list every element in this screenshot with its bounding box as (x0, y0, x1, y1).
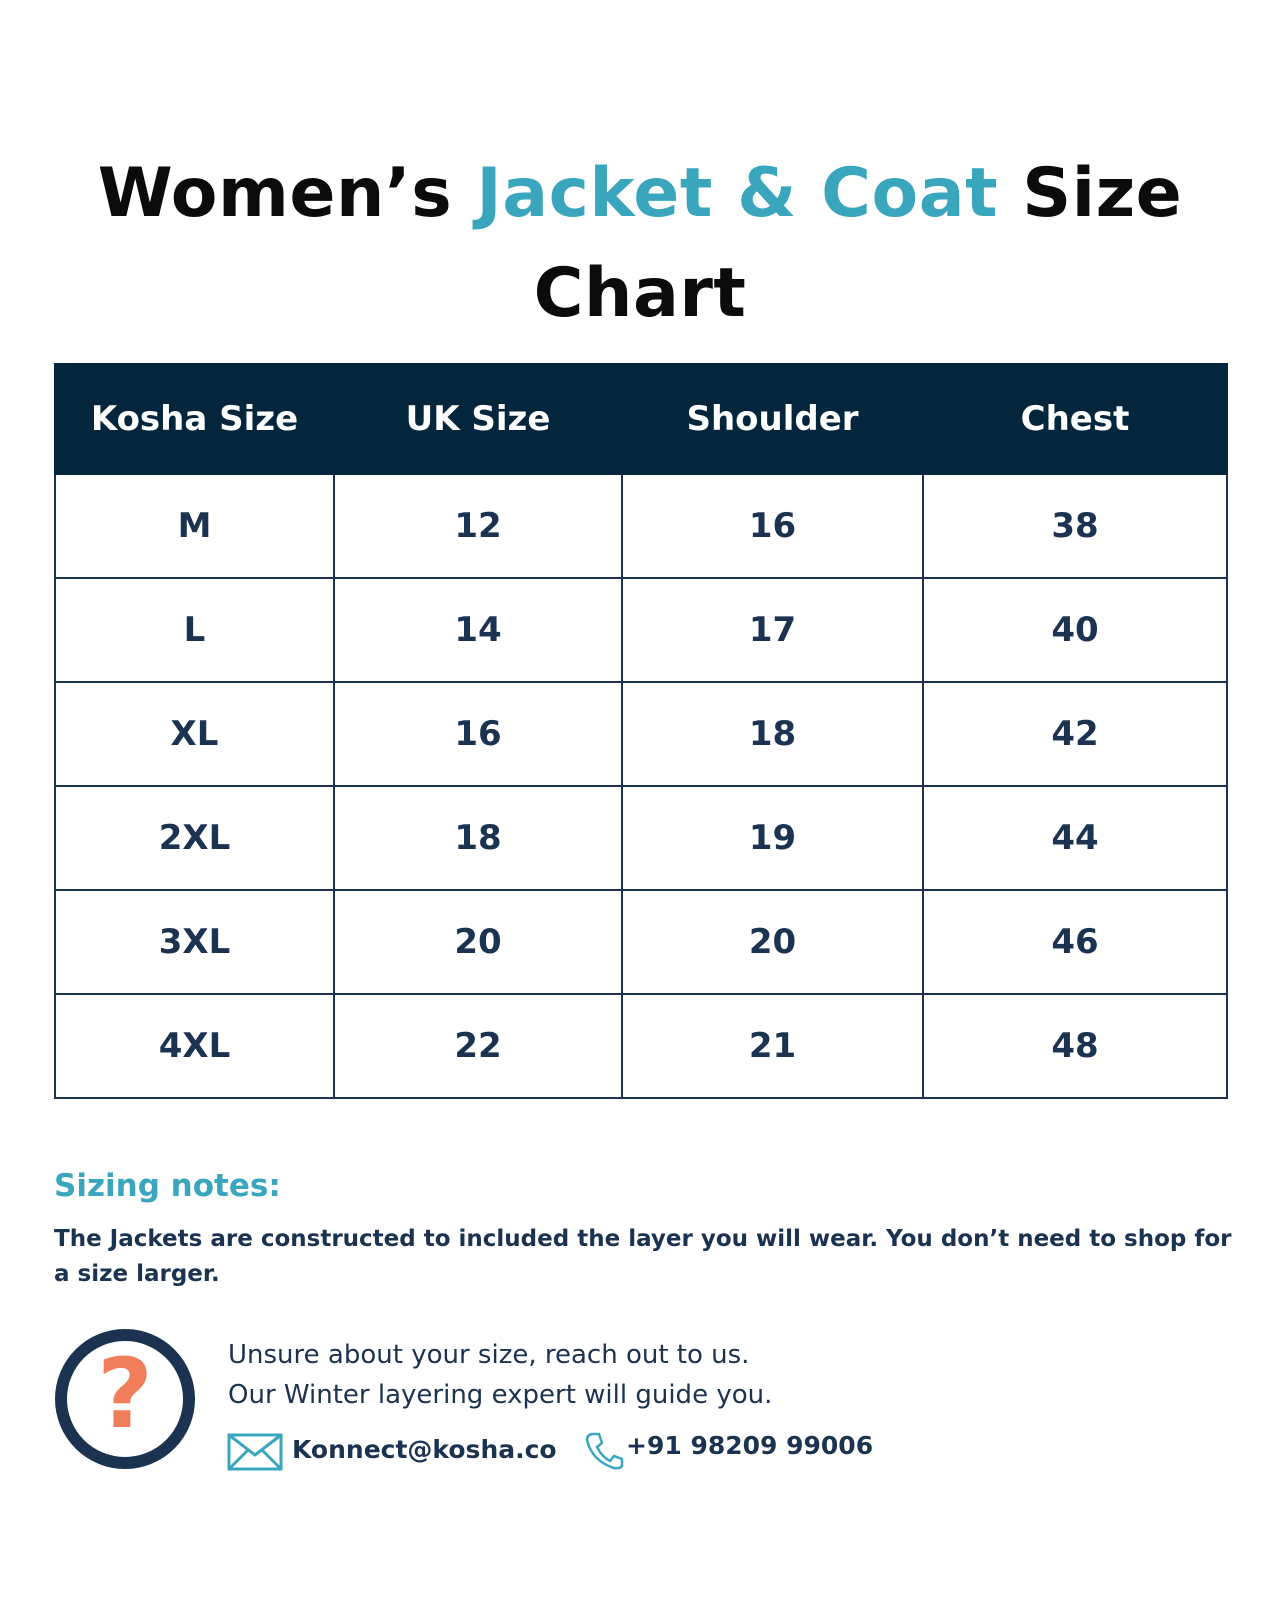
table-cell: 46 (922, 889, 1228, 995)
size-table: Kosha Size UK Size Shoulder Chest M 12 16 38 L 1… (54, 363, 1228, 1099)
email-icon (227, 1433, 283, 1471)
table-row: 3XL 20 20 46 (54, 889, 1228, 995)
notes-title: Sizing notes: (54, 1168, 281, 1204)
table-cell: 19 (621, 785, 924, 891)
title-line: Women’s Jacket & Coat Size (40, 144, 1240, 244)
table-cell: M (54, 473, 335, 579)
header-row: Kosha Size UK Size Shoulder Chest (54, 363, 1228, 475)
title-text: Women’s (97, 154, 453, 233)
table-cell: 20 (621, 889, 924, 995)
title: Women’s Jacket & Coat Size Chart (40, 144, 1240, 344)
table-cell: L (54, 577, 335, 683)
phone-icon (585, 1432, 624, 1470)
email[interactable]: Konnect@kosha.co (292, 1435, 557, 1464)
phone[interactable]: +91 98209 99006 (626, 1431, 874, 1460)
table-cell: 21 (621, 993, 924, 1099)
table-cell: 12 (333, 473, 623, 579)
table-row: 2XL 18 19 44 (54, 785, 1228, 891)
table-cell: 40 (922, 577, 1228, 683)
table-cell: 38 (922, 473, 1228, 579)
svg-text:?: ? (97, 1338, 153, 1450)
table-cell: 18 (621, 681, 924, 787)
title-line: Chart (533, 254, 747, 333)
table-row: XL 16 18 42 (54, 681, 1228, 787)
table-cell: 16 (333, 681, 623, 787)
table-cell: 3XL (54, 889, 335, 995)
table-cell: 2XL (54, 785, 335, 891)
table-cell: 14 (333, 577, 623, 683)
notes-text: The Jackets are constructed to included … (54, 1226, 1232, 1287)
table-cell: 18 (333, 785, 623, 891)
table-cell: 16 (621, 473, 924, 579)
table-cell: 44 (922, 785, 1228, 891)
header-cell: Shoulder (621, 363, 924, 475)
table-cell: 4XL (54, 993, 335, 1099)
table-row: M 12 16 38 (54, 473, 1228, 579)
header-cell: UK Size (333, 363, 623, 475)
table-cell: XL (54, 681, 335, 787)
contact-line: Unsure about your size, reach out to us. (228, 1340, 750, 1370)
header-cell: Chest (922, 363, 1228, 475)
contact-line: Our Winter layering expert will guide yo… (228, 1380, 773, 1410)
table-body: M 12 16 38 L 14 17 40 XL 16 18 42 2XL 18 19 44 3XL 20 20 46… (54, 473, 1228, 1099)
help-icon: ? (55, 1329, 195, 1469)
table-cell: 17 (621, 577, 924, 683)
table-cell: 42 (922, 681, 1228, 787)
title-text: Size (1022, 154, 1183, 233)
table-cell: 20 (333, 889, 623, 995)
table-row: L 14 17 40 (54, 577, 1228, 683)
title-highlight: Jacket & Coat (476, 154, 999, 233)
table-cell: 48 (922, 993, 1228, 1099)
table-cell: 22 (333, 993, 623, 1099)
header-cell: Kosha Size (54, 363, 335, 475)
table-row: 4XL 22 21 48 (54, 993, 1228, 1099)
